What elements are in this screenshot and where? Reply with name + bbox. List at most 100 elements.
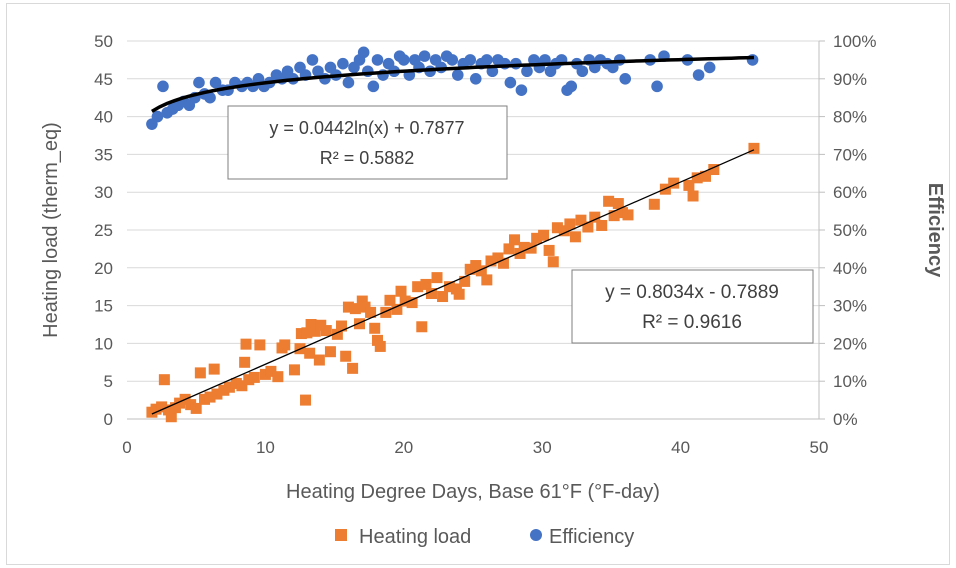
efficiency-point (565, 80, 578, 93)
x-tick-label: 30 (533, 438, 552, 457)
heating-load-point (305, 319, 317, 330)
heating-load-point (603, 195, 615, 207)
heating-load-point (475, 265, 487, 277)
efficiency-point (337, 57, 349, 70)
heating-load-point (412, 281, 424, 293)
efficiency-r-squared: R² = 0.5882 (320, 148, 415, 168)
efficiency-point (446, 54, 459, 66)
heating-load-point (248, 371, 260, 383)
heating-load-point (420, 278, 432, 290)
scatter-chart: 051015202530354045500%10%20%30%40%50%60%… (40, 32, 946, 548)
y-left-tick-label: 50 (94, 32, 113, 51)
x-axis-title: Heating Degree Days, Base 61°F (°F-day) (286, 481, 660, 503)
legend: Heating load Efficiency (335, 526, 634, 548)
heating-load-equation: y = 0.8034x - 0.7889 (605, 282, 779, 303)
efficiency-point (342, 76, 355, 89)
heating-load-point (239, 356, 251, 368)
heating-load-point (243, 374, 255, 386)
y-left-tick-label: 35 (94, 145, 113, 164)
heating-load-point (300, 394, 312, 406)
axes (127, 40, 825, 420)
heating-load-point (174, 397, 186, 409)
y-right-tick-label: 80% (833, 108, 867, 127)
heating-load-point (564, 218, 576, 230)
efficiency-trendline (151, 55, 755, 113)
heating-load-point (354, 318, 366, 330)
heating-load-point (340, 350, 352, 362)
y-left-tick-label: 45 (94, 70, 113, 89)
heating-load-point (185, 399, 197, 411)
heating-load-point (342, 301, 354, 313)
heating-load-point (336, 320, 348, 332)
heating-load-point (582, 221, 594, 233)
heating-load-point (211, 388, 223, 400)
efficiency-point (306, 54, 319, 66)
tick-labels: 051015202530354045500%10%20%30%40%50%60%… (94, 32, 876, 457)
heating-load-point (259, 368, 271, 380)
chart-frame: 0 5 10 15 20 25 30 35 40 45 50 0% 10% 20% 30% 40% 50% 60%… (6, 3, 950, 565)
left-y-axis-title: Heating load (therm_eq) (40, 122, 62, 338)
heating-load-point (509, 234, 521, 246)
efficiency-point (312, 65, 324, 78)
heating-load-point (492, 252, 504, 264)
efficiency-point (515, 84, 528, 96)
heating-load-point (320, 325, 332, 337)
legend-label-efficiency: Efficiency (549, 526, 634, 548)
heating-load-point (547, 256, 559, 268)
heating-load-point (150, 403, 162, 415)
heating-load-point (190, 402, 202, 414)
heating-load-point (158, 374, 170, 386)
efficiency-point (576, 65, 589, 78)
y-right-tick-label: 100% (833, 32, 876, 51)
heating-load-point (406, 297, 418, 309)
heating-load-point (331, 328, 343, 340)
heating-load-point (223, 381, 235, 393)
heating-load-point (443, 281, 455, 293)
y-right-tick-label: 90% (833, 70, 867, 89)
heating-load-trendline (151, 149, 755, 415)
heating-load-point (538, 229, 550, 241)
heating-load-point (551, 222, 563, 234)
heating-load-point (431, 272, 443, 284)
legend-label-heating-load: Heating load (359, 526, 471, 548)
heating-load-point (531, 232, 543, 244)
heating-load-point (272, 371, 284, 383)
equation-box-frame (227, 105, 508, 180)
efficiency-point (209, 76, 222, 89)
x-tick-label: 0 (122, 438, 131, 457)
heating-load-point (347, 362, 359, 374)
heating-load-r-squared: R² = 0.9616 (642, 312, 742, 333)
equation-box-frame (571, 269, 814, 344)
y-left-tick-label: 40 (94, 108, 113, 127)
heating-load-point (372, 334, 384, 346)
heating-load-point (612, 198, 624, 210)
legend-marker-heating-load (335, 529, 347, 541)
efficiency-point (619, 73, 632, 85)
gridlines (127, 40, 819, 420)
heating-load-point (558, 225, 570, 237)
efficiency-equation: y = 0.0442ln(x) + 0.7877 (269, 118, 464, 138)
heating-load-point (608, 210, 620, 222)
heating-load-point (301, 327, 313, 339)
heating-load-point (359, 301, 371, 313)
y-right-tick-label: 40% (833, 259, 867, 278)
heating-load-point (459, 275, 471, 287)
y-left-tick-label: 20 (94, 259, 113, 278)
y-right-tick-label: 0% (833, 410, 858, 429)
heating-load-point (163, 404, 175, 416)
heating-load-point (648, 198, 660, 210)
efficiency-point (193, 76, 205, 89)
efficiency-point (357, 46, 370, 59)
efficiency-point (451, 69, 464, 81)
heating-load-point (569, 231, 581, 243)
heating-load-point (503, 243, 515, 255)
heating-load-point (485, 255, 497, 267)
heating-load-point (204, 391, 216, 403)
y-right-tick-label: 70% (833, 145, 867, 164)
efficiency-point (418, 50, 431, 62)
y-right-tick-label: 50% (833, 221, 867, 240)
heating-load-point (453, 288, 465, 300)
y-left-tick-label: 30 (94, 183, 113, 202)
heating-load-point (464, 263, 476, 275)
heating-load-point (497, 257, 509, 269)
